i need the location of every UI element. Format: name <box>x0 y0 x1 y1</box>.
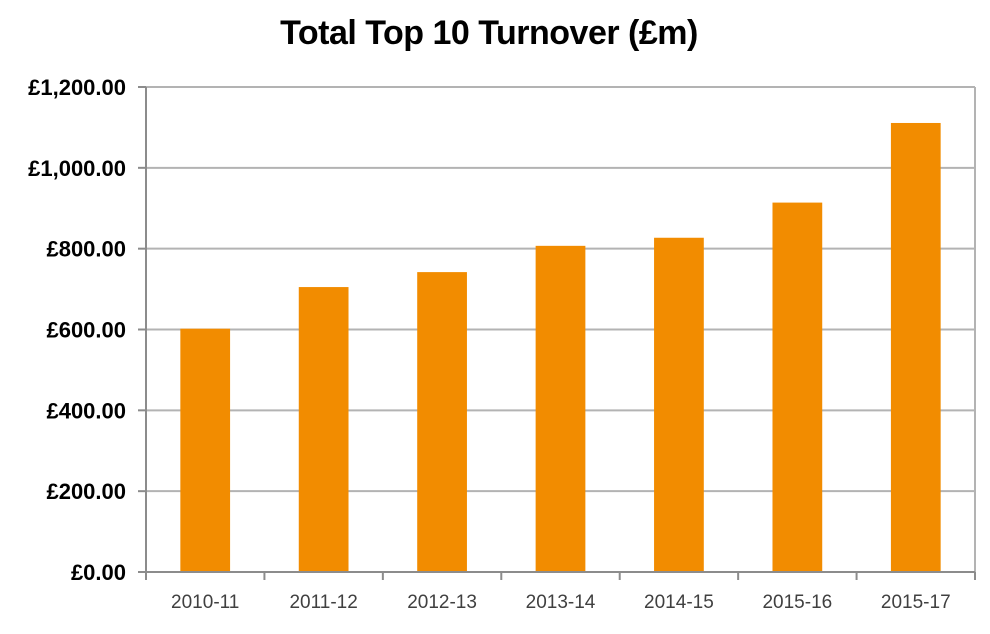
x-tick-label: 2012-13 <box>407 592 477 613</box>
y-tick-label: £0.00 <box>71 560 126 585</box>
y-tick-label: £600.00 <box>46 318 126 343</box>
axes <box>138 86 976 580</box>
x-tick-label: 2015-17 <box>881 592 951 613</box>
bar <box>772 202 823 572</box>
x-tick-label: 2011-12 <box>289 592 357 613</box>
y-tick-label: £1,200.00 <box>28 75 126 100</box>
chart-title: Total Top 10 Turnover (£m) <box>280 14 698 52</box>
x-tick-label: 2010-11 <box>171 592 239 613</box>
x-tick-label: 2015-16 <box>762 592 832 613</box>
x-tick-label: 2013-14 <box>526 592 596 613</box>
x-tick-labels: 2010-11 2011-12 2012-13 2013-14 2014-15 2015-… <box>171 592 951 613</box>
x-tick-label: 2014-15 <box>644 592 714 613</box>
bar <box>180 328 231 572</box>
y-tick-label: £200.00 <box>46 479 126 504</box>
bar <box>654 237 704 573</box>
bar <box>535 245 586 572</box>
bar <box>890 122 941 573</box>
y-tick-labels: £0.00 £200.00 £400.00 £600.00 £800.00 £1,000.… <box>28 75 126 585</box>
bars <box>180 122 941 573</box>
bar <box>298 287 349 572</box>
y-tick-label: £1,000.00 <box>28 156 126 181</box>
y-tick-label: £800.00 <box>46 237 126 262</box>
bar <box>417 272 467 572</box>
y-tick-label: £400.00 <box>46 398 126 423</box>
